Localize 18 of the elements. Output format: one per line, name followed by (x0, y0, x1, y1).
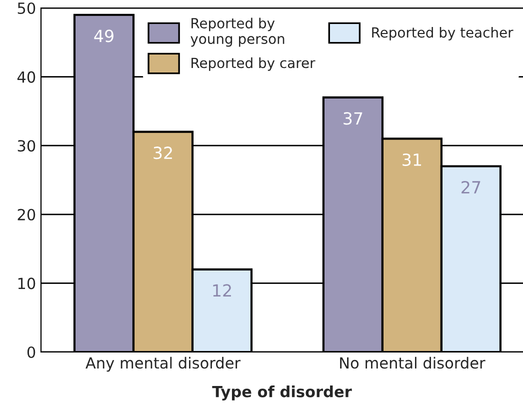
data-label: 49 (94, 30, 114, 42)
legend-label: Reported by carer (192, 57, 316, 71)
data-label: 32 (154, 146, 172, 160)
y-tick-label: 40 (17, 71, 36, 83)
data-label: 27 (462, 180, 480, 194)
y-tick-label: 30 (18, 140, 36, 152)
y-tick-label: 50 (18, 2, 36, 14)
x-axis-title: Type of disorder (212, 386, 352, 400)
x-tick-label: Any mental disorder (86, 356, 241, 372)
x-tick-label: No mental disorder (340, 356, 486, 369)
data-label: 31 (402, 153, 422, 166)
data-label: 12 (213, 284, 231, 297)
y-tick-label: 10 (18, 278, 36, 290)
legend-label: Reported by teacher (372, 26, 514, 40)
y-tick-label: 0 (27, 346, 36, 358)
legend-label: Reported by young person (190, 18, 284, 47)
data-label: 37 (344, 112, 362, 125)
y-tick-label: 20 (18, 208, 36, 220)
